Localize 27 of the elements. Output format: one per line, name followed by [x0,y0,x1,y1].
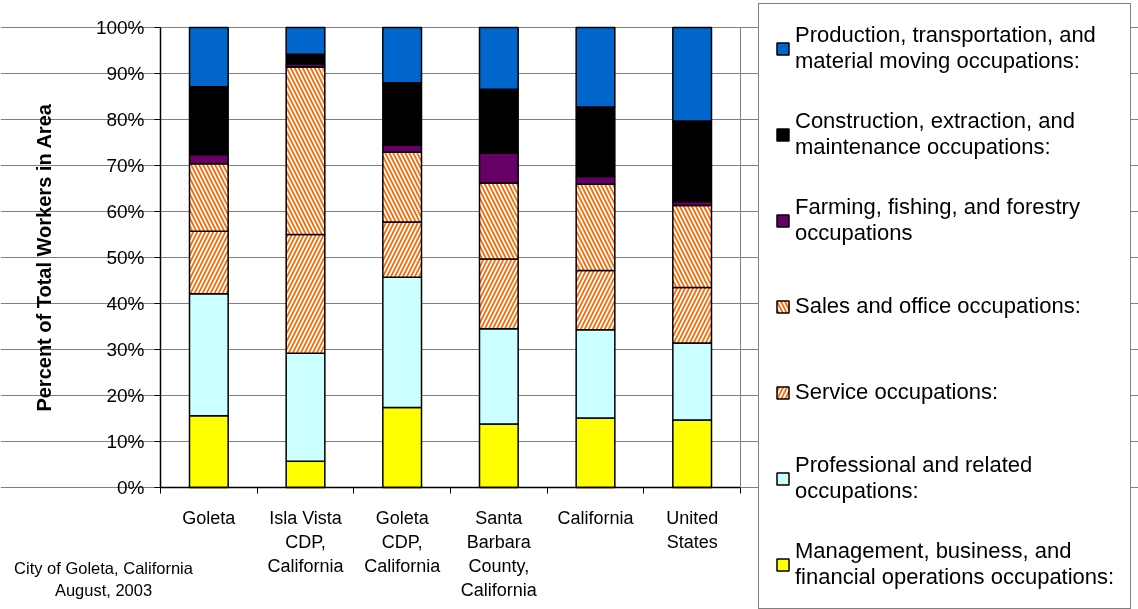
x-tick-label: United States [666,507,719,552]
y-tick-label: 80% [106,109,145,130]
y-tick-label: 0% [117,477,145,498]
y-tick-label: 10% [106,431,145,452]
legend-label: Farming, fishing, and forestry occupations [795,193,1080,247]
y-tick-label: 40% [106,293,145,314]
y-tick-label: 90% [106,63,145,84]
legend-label: Management, business, and financial operations occupations: [795,537,1115,591]
x-tick-label: California [557,507,635,528]
x-tick-label: Santa Barbara County, California [460,507,538,600]
legend-label: Construction, extraction, and maintenance occupations: [795,107,1076,161]
text: August, 2003 [54,580,153,599]
legend-label: Service occupations: [795,378,998,406]
y-tick-label: 20% [106,385,145,406]
legend-label: Sales and office occupations: [795,292,1081,320]
y-tick-label: 50% [106,247,145,268]
x-tick-label: Isla Vista CDP, California [267,507,345,576]
y-tick-label: 70% [106,155,145,176]
x-tick-label: Goleta CDP, California [364,507,442,576]
y-tick-label: 60% [106,201,145,222]
y-tick-label: 100% [95,17,145,38]
y-tick-label: 30% [106,339,145,360]
text: City of Goleta, California [14,558,194,577]
x-tick-label: Goleta [182,507,237,528]
legend-label: Production, transportation, and material moving occupations: [795,21,1096,75]
legend-label: Professional and related occupations: [795,451,1033,505]
y-axis-title: Percent of Total Workers in Area [32,103,55,412]
